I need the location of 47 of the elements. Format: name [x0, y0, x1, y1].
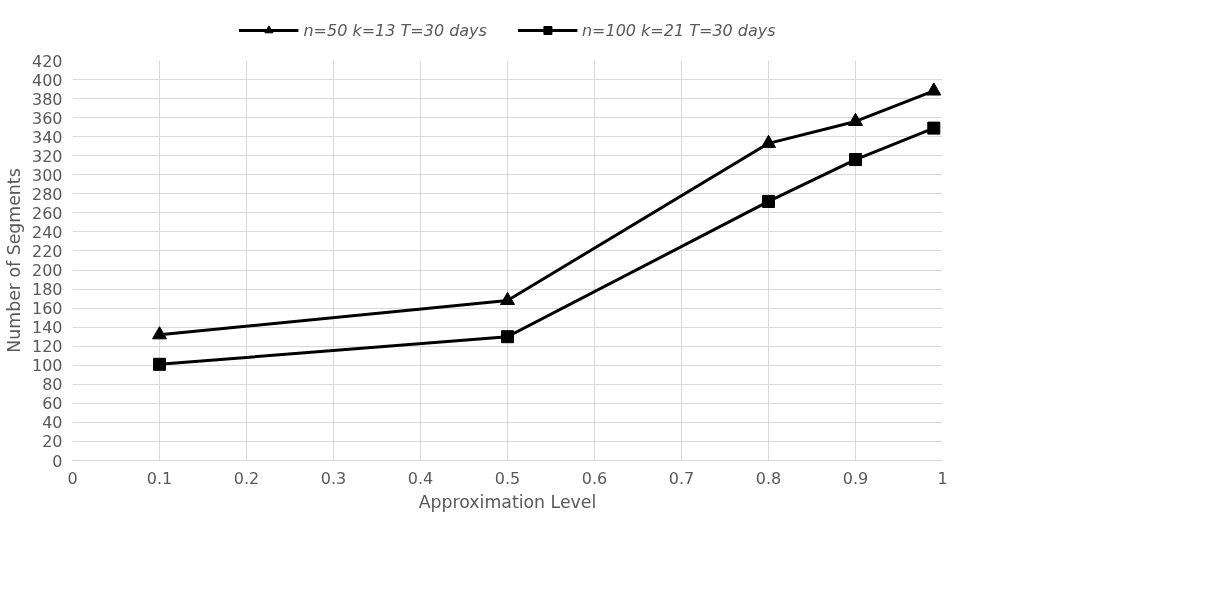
legend-label: n=100 k=21 T=30 days: [581, 20, 776, 40]
point: [500, 291, 515, 306]
y-tick-label: 380: [31, 89, 63, 109]
x-tick-label: 1: [937, 468, 948, 488]
y-tick-label: 300: [31, 165, 63, 185]
y-tick-label: 20: [42, 432, 63, 452]
y-tick-label: 260: [31, 203, 63, 223]
y-tick-label: 340: [31, 127, 63, 147]
y-tick-label: 220: [31, 241, 63, 261]
y-tick-label: 140: [31, 318, 63, 338]
y-tick-label: 40: [42, 413, 63, 433]
point: [762, 194, 775, 208]
x-tick-label: 0.5: [494, 468, 521, 488]
point: [848, 112, 863, 126]
x-tick-label: 0.8: [755, 468, 782, 488]
y-tick-label: 120: [31, 337, 63, 357]
y-tick-label: 360: [31, 108, 63, 128]
y-tick-label: 200: [31, 261, 63, 281]
y-tick-label: 100: [31, 356, 63, 376]
y-tick-label: 420: [31, 51, 63, 71]
x-tick-label: 0.3: [320, 468, 347, 488]
point: [761, 134, 776, 148]
point: [927, 121, 941, 135]
x-tick-label: 0.9: [842, 468, 869, 488]
y-axis-title: Number of Segments: [3, 168, 24, 353]
point: [849, 153, 862, 167]
y-tick-label: 60: [42, 394, 63, 414]
y-tick-label: 400: [31, 70, 63, 90]
y-tick-label: 160: [31, 299, 63, 319]
x-axis-title: Approximation Level: [418, 491, 597, 512]
x-tick-label: 0: [67, 468, 78, 488]
y-tick-label: 0: [52, 451, 63, 471]
y-tick-label: 180: [31, 280, 63, 300]
x-tick-label: 0.2: [233, 468, 260, 488]
legend-label: n=50 k=13 T=30 days: [303, 20, 487, 40]
x-tick-label: 0.1: [146, 468, 173, 488]
y-tick-label: 280: [31, 184, 63, 204]
x-tick-label: 0.4: [407, 468, 434, 488]
y-tick-label: 320: [31, 146, 63, 166]
y-tick-label: 80: [42, 375, 63, 395]
point: [152, 326, 167, 340]
point: [153, 357, 166, 371]
x-tick-label: 0.6: [581, 468, 608, 488]
x-tick-label: 0.7: [668, 468, 695, 488]
point: [926, 82, 942, 96]
y-tick-label: 240: [31, 222, 63, 242]
point: [501, 330, 514, 344]
